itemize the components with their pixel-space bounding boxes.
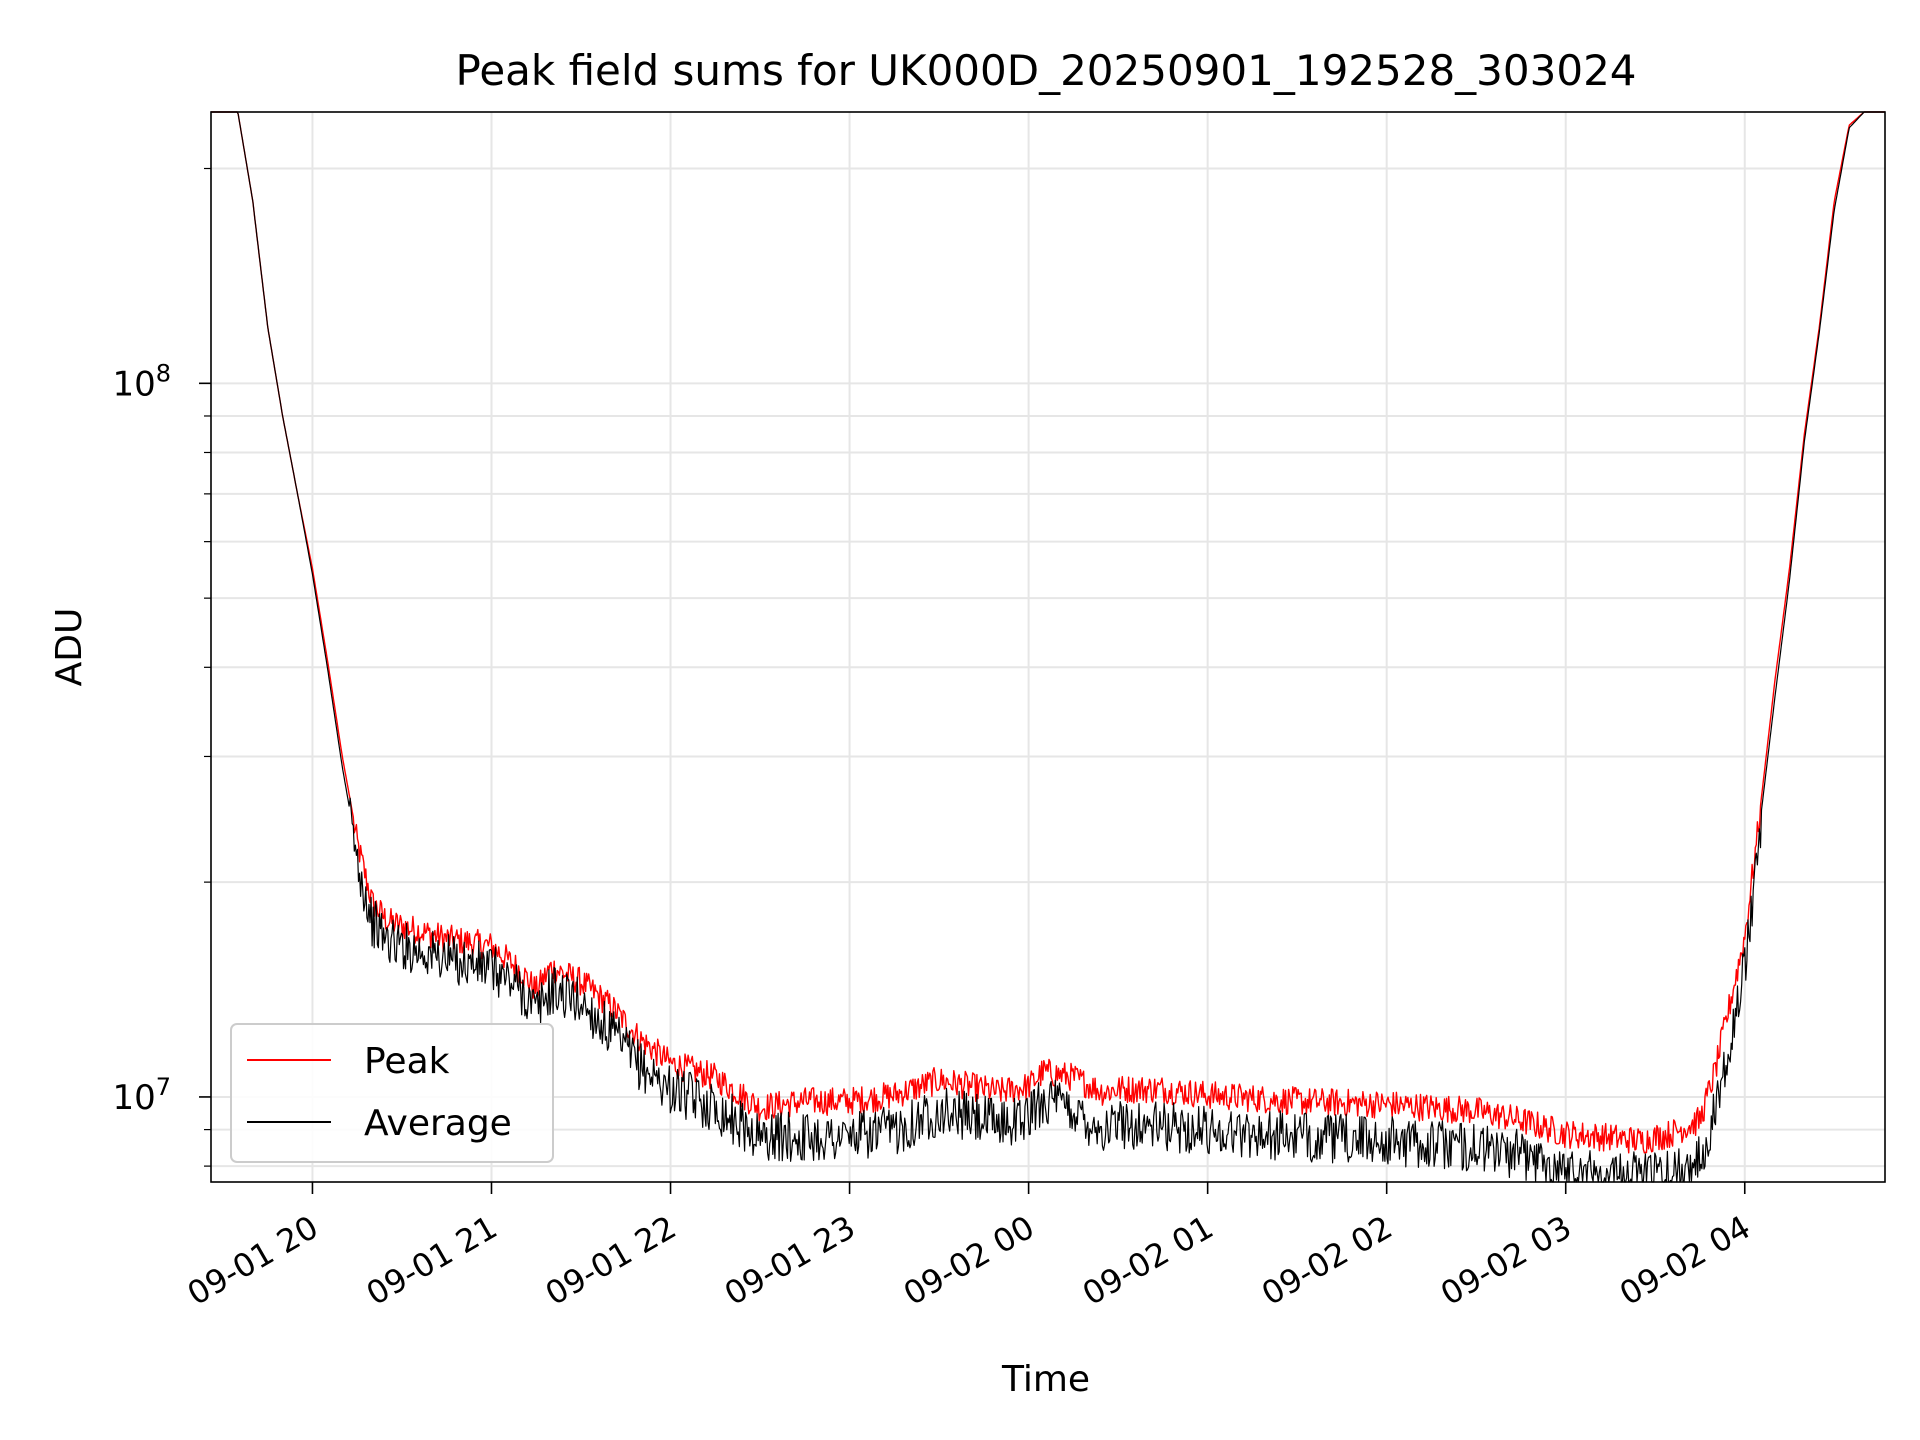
plot-lines [211,111,1885,1183]
chart-title: Peak field sums for UK000D_20250901_1925… [455,46,1636,95]
y-tick-label: 107 [112,1073,171,1118]
y-tick-label: 108 [112,359,171,404]
legend-label-average: Average [364,1103,512,1144]
legend-label-peak: Peak [364,1041,450,1082]
legend-box [230,1023,554,1163]
series-line-average [211,111,1885,1183]
x-axis-label: Time [1001,1359,1090,1400]
series-line-peak [211,111,1885,1154]
plot-frame [210,111,1886,1183]
legend: Peak Average [230,1023,554,1163]
y-axis-label: ADU [49,608,90,687]
